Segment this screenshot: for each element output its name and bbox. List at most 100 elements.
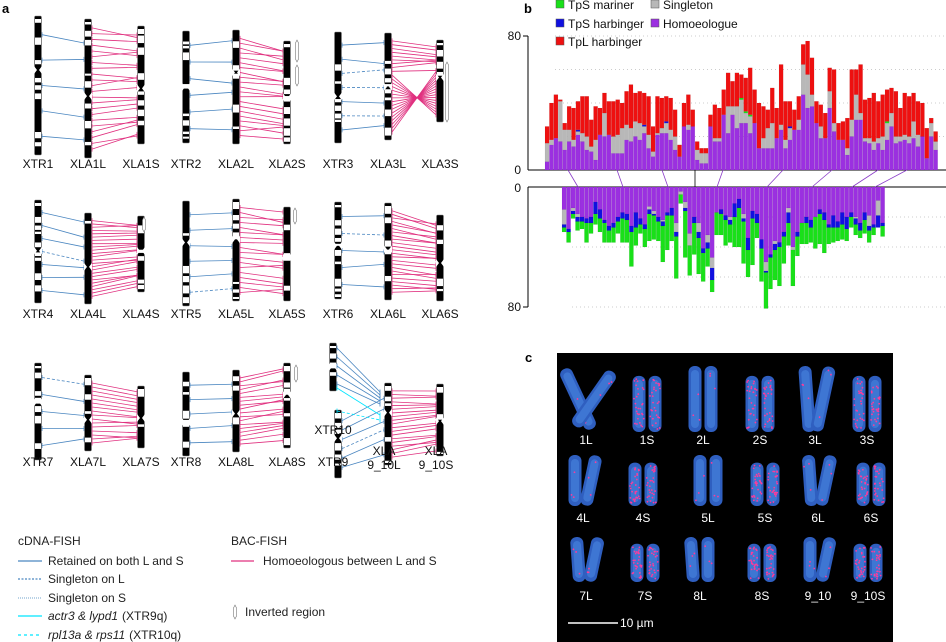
bar-segment-singleton (827, 91, 832, 109)
fish-signal-dot (630, 482, 633, 485)
fish-signal-dot (877, 413, 880, 416)
retained-link (341, 101, 385, 104)
dapi-highlight (575, 374, 613, 424)
fish-signal-dot (772, 470, 775, 473)
bar-segment-homoeologue (915, 146, 921, 171)
bar-segment-tpl-harbinger (778, 64, 784, 125)
bar-segment-singleton (611, 136, 616, 154)
chromosome-label-xtr10: XTR10 (314, 423, 352, 437)
karyotype-label: 3S (860, 433, 875, 447)
bar-segment-tps-harbinger (641, 124, 647, 127)
chromosome-label-xla910l: XLA (373, 444, 396, 458)
fish-signal-dot (749, 577, 752, 580)
bar-segment-tps-mariner (656, 221, 661, 242)
bar-segment-tps-mariner (844, 228, 849, 242)
bar-segment-tpl-harbinger (876, 101, 881, 139)
chromosome-band (335, 429, 341, 434)
bar-segment-singleton (893, 136, 899, 144)
chromosome (232, 369, 240, 453)
fish-signal-dot (573, 471, 576, 474)
retained-link (336, 374, 381, 402)
bar-segment-singleton (725, 106, 731, 134)
chromosome-band (284, 96, 290, 102)
chromosome-label: XLA3S (421, 157, 458, 171)
bar-segment-tps-harbinger (665, 212, 670, 216)
bar-segment-homoeologue (866, 186, 872, 216)
chromosome-label: XTR8 (171, 455, 202, 469)
fish-signal-dot (828, 567, 830, 570)
homoeologous-link (91, 33, 138, 36)
bar-segment-homoeologue (734, 127, 740, 171)
fish-signal-dot (877, 499, 880, 502)
bar-segment-singleton (699, 153, 704, 164)
fish-signal-dot (858, 413, 861, 416)
karyotype-label: 2L (696, 433, 710, 447)
homoeologous-link (391, 224, 437, 234)
homoeologous-link (239, 257, 284, 263)
chromosome (34, 362, 42, 461)
fish-signal-dot (651, 492, 654, 495)
homoeologous-link (239, 81, 284, 86)
bar-segment-tps-mariner (741, 221, 746, 264)
bar-segment-tpl-harbinger (712, 104, 718, 139)
fish-signal-dot (875, 385, 878, 388)
bar-segment-homoeologue (575, 134, 581, 171)
fish-signal-dot (654, 409, 657, 412)
fish-signal-dot (773, 486, 776, 489)
fish-signal-dot (769, 558, 771, 561)
bar-segment-tps-mariner (795, 236, 800, 257)
chromosome-band (183, 419, 189, 427)
bar-segment-homoeologue (700, 186, 706, 249)
homoeologous-link (391, 55, 437, 61)
bar-segment-singleton (770, 122, 775, 149)
fish-signal-dot (693, 552, 696, 555)
chromosome-band (437, 49, 443, 57)
bar-segment-tpl-harbinger (862, 99, 868, 139)
fish-signal-dot (656, 402, 659, 405)
bar-segment-homoeologue (712, 141, 718, 171)
bar-segment-singleton (570, 207, 576, 212)
fish-signal-dot (859, 475, 862, 478)
chromosome-label: XTR6 (323, 307, 354, 321)
bar-segment-tpl-harbinger (721, 89, 726, 115)
chromosome-band (138, 424, 144, 427)
bar-segment-homoeologue (717, 141, 722, 171)
bar-segment-homoeologue (790, 186, 796, 248)
homoeologous-link (91, 119, 138, 133)
homoeologous-link (391, 414, 437, 421)
homoeolog-connector (616, 169, 624, 188)
chromosome-body (137, 25, 145, 145)
chromosome-band (385, 97, 391, 101)
homoeologous-link (391, 82, 437, 110)
bar-segment-homoeologue (796, 129, 801, 171)
chromosome (34, 15, 42, 156)
fish-signal-dot (855, 563, 858, 566)
fish-signal-dot (652, 553, 655, 556)
fish-signal-dot (650, 567, 653, 570)
bar-segment-homoeologue (678, 186, 683, 192)
bar-segment-singleton (619, 127, 625, 154)
homoeologous-link (91, 249, 138, 254)
bar-segment-singleton (575, 131, 581, 135)
bar-segment-homoeologue (754, 186, 760, 215)
fish-signal-dot (703, 474, 705, 477)
bar-segment-singleton (549, 139, 554, 146)
bar-segment-tps-harbinger (651, 213, 657, 216)
fish-signal-dot (709, 375, 712, 377)
chromosome-pair (693, 455, 723, 506)
fish-signal-dot (756, 556, 758, 559)
dapi-highlight (818, 541, 834, 578)
fish-signal-dot (629, 485, 631, 487)
bar-segment-tps-harbinger (669, 207, 675, 216)
fish-signal-dot (755, 418, 758, 421)
fish-signal-dot (859, 382, 862, 385)
chromosome-band (233, 417, 239, 425)
fish-signal-dot (697, 492, 700, 494)
chromosome (137, 385, 145, 449)
fish-signal-dot (769, 546, 771, 548)
synteny-group: XTR1 XLA1L XLA1S (23, 15, 160, 171)
bar-segment-homoeologue (783, 148, 788, 171)
bar-segment-tpl-harbinger (699, 148, 704, 154)
homoeologous-link (239, 427, 284, 437)
homoeologous-link (239, 207, 284, 213)
